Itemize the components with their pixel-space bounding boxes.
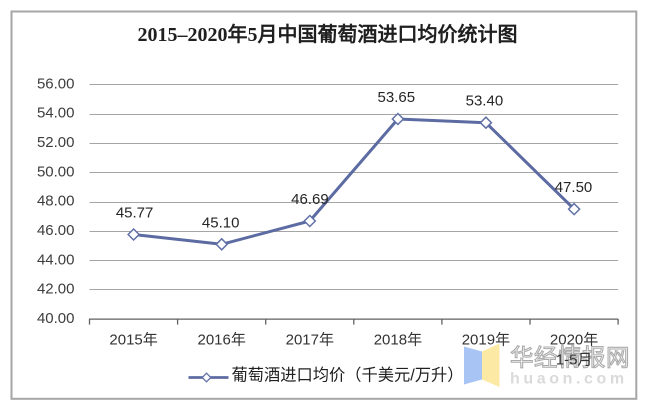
svg-text:45.10: 45.10 <box>202 214 240 231</box>
svg-text:2018年: 2018年 <box>374 332 422 349</box>
svg-text:52.00: 52.00 <box>37 134 75 151</box>
svg-text:42.00: 42.00 <box>37 281 75 298</box>
svg-text:53.65: 53.65 <box>378 89 416 106</box>
svg-text:47.50: 47.50 <box>555 179 593 196</box>
svg-text:2017年: 2017年 <box>286 332 334 349</box>
svg-text:葡萄酒进口均价（千美元/万升）: 葡萄酒进口均价（千美元/万升） <box>232 367 464 385</box>
svg-text:46.69: 46.69 <box>291 191 329 208</box>
svg-text:53.40: 53.40 <box>466 93 504 110</box>
svg-text:2016年: 2016年 <box>198 332 246 349</box>
svg-text:54.00: 54.00 <box>37 105 75 122</box>
svg-text:48.00: 48.00 <box>37 193 75 210</box>
svg-text:2015–2020年5月中国葡萄酒进口均价统计图: 2015–2020年5月中国葡萄酒进口均价统计图 <box>138 22 518 46</box>
svg-text:2019年: 2019年 <box>462 332 510 349</box>
svg-text:56.00: 56.00 <box>37 75 75 92</box>
svg-text:1-5月: 1-5月 <box>556 352 593 369</box>
svg-text:40.00: 40.00 <box>37 310 75 327</box>
svg-text:45.77: 45.77 <box>116 205 154 222</box>
svg-text:50.00: 50.00 <box>37 163 75 180</box>
svg-text:2020年: 2020年 <box>550 332 598 349</box>
svg-text:46.00: 46.00 <box>37 222 75 239</box>
svg-text:huaon.com: huaon.com <box>510 371 628 388</box>
svg-text:华经情报网: 华经情报网 <box>510 345 630 371</box>
svg-text:44.00: 44.00 <box>37 251 75 268</box>
svg-text:2015年: 2015年 <box>109 332 157 349</box>
